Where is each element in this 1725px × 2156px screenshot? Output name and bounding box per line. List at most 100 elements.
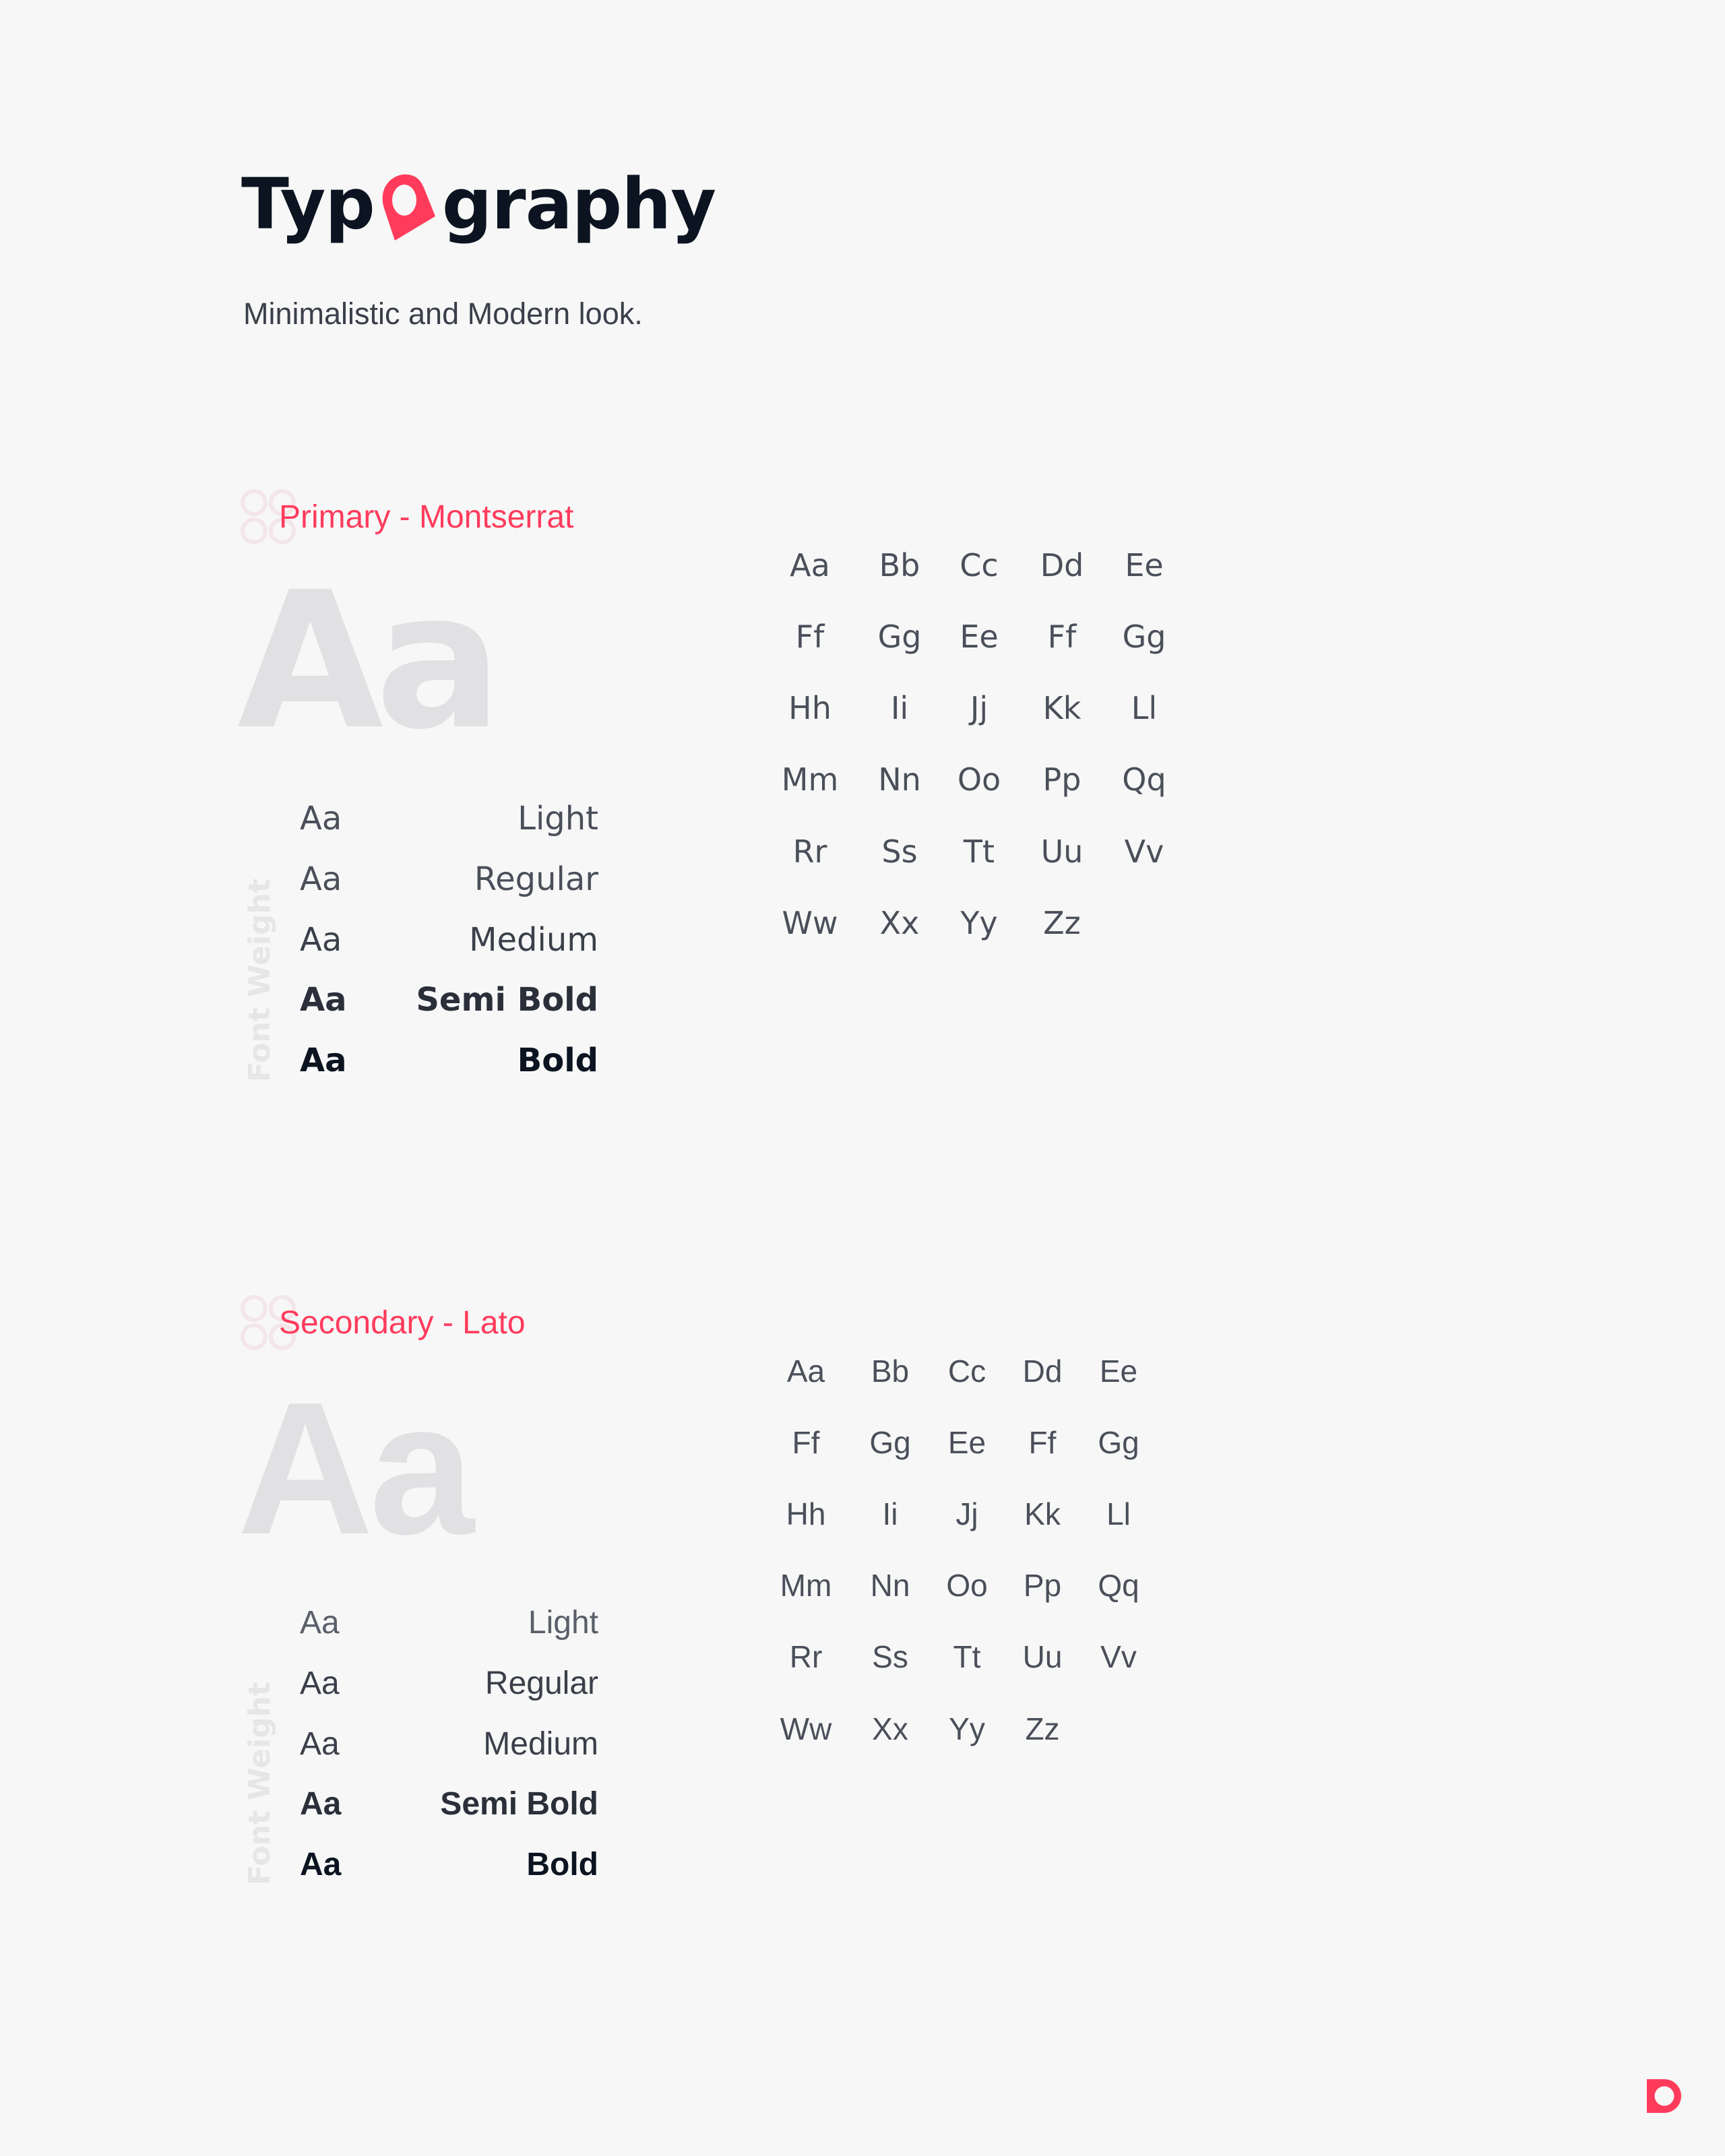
glyph-pair: Hh [788,690,832,726]
weight-name: Light [518,800,598,837]
weight-sample: Aa [300,1605,340,1641]
weight-name: Medium [483,1726,598,1762]
glyph-pair: Uu [1022,1639,1063,1674]
glyph-pair: Zz [1043,905,1081,941]
weight-name: Light [528,1605,598,1641]
glyph-pair: Kk [1042,690,1081,726]
font-weight-axis-label: Font Weight [243,879,277,1082]
glyph-pair: Aa [790,547,830,583]
glyph-pair: Jj [970,690,989,726]
glyph-pair: Xx [879,905,920,941]
glyph-pair: Ss [881,833,918,870]
glyph-pair: Cc [947,1354,986,1389]
glyph-pair: Ff [792,1425,820,1460]
weight-name: Medium [469,921,598,959]
glyph-pair: Nn [870,1568,910,1603]
decorative-circles-icon [241,1295,296,1350]
glyph-pair: Gg [869,1425,911,1460]
title-end: graphy [441,163,716,245]
glyph-pair: Ii [882,1496,898,1531]
weight-sample: Aa [300,1786,342,1822]
glyph-pair: Ll [1131,690,1158,726]
weight-sample: Aa [300,1726,340,1762]
weight-row: Aa Light [300,1603,598,1643]
glyph-pair: Gg [1122,619,1166,655]
weight-row: Aa Semi Bold [300,980,598,1020]
glyph-pair: Yy [960,905,998,941]
weight-sample: Aa [300,981,347,1019]
weight-row: Aa Regular [300,859,598,899]
glyph-pair: Mm [781,761,839,798]
glyph-pair: Bb [879,547,920,583]
weight-sample: Aa [300,921,342,959]
glyph-pair: Ss [872,1639,908,1674]
weight-sample: Aa [300,1666,340,1701]
weight-row: Aa Medium [300,1724,598,1765]
glyph-pair: Ww [782,905,838,941]
weight-row: Aa Light [300,798,598,839]
glyph-pair: Gg [1098,1425,1139,1460]
glyph-pair: Rr [792,833,827,870]
glyph-pair: Ee [947,1425,986,1460]
glyph-pair: Hh [786,1496,826,1531]
brand-d-logo-icon [1647,2079,1681,2113]
weight-sample: Aa [300,1042,347,1079]
glyph-pair: Cc [960,547,999,583]
weight-row: Aa Medium [300,920,598,960]
glyph-pair: Ff [795,619,825,655]
decorative-circles-icon [241,489,296,544]
map-pin-icon [382,174,435,241]
glyph-pair: Ee [1125,547,1164,583]
glyph-pair: Tt [963,833,995,870]
glyph-pair: Ff [1047,619,1077,655]
glyph-pair: Gg [877,619,922,655]
glyph-pair: Xx [872,1711,908,1746]
glyph-pair: Vv [1124,833,1164,870]
page-title: Typ graphy [241,154,716,255]
glyph-pair: Dd [1040,547,1084,583]
glyph-pair: Pp [1042,761,1081,798]
glyph-pair: Ww [780,1711,832,1746]
weight-row: Aa Bold [300,1845,598,1885]
weight-name: Bold [526,1847,598,1882]
weight-name: Semi Bold [440,1786,598,1822]
glyph-pair: Ff [1028,1425,1057,1460]
glyph-pair: Nn [878,761,921,798]
glyph-pair: Ee [1099,1354,1138,1389]
glyph-pair: Dd [1022,1354,1063,1389]
weight-name: Bold [517,1042,598,1079]
glyph-pair: Rr [789,1639,823,1674]
glyph-pair: Ll [1106,1496,1131,1531]
section-label: Primary - Montserrat [279,499,574,535]
glyph-pair: Ee [960,619,999,655]
glyph-pair: Ii [890,690,909,726]
glyph-pair: Kk [1024,1496,1061,1531]
glyph-pair: Qq [1098,1568,1139,1603]
weight-sample: Aa [300,800,342,837]
weight-name: Regular [484,1666,598,1701]
section-label: Secondary - Lato [279,1305,526,1341]
glyph-pair: Oo [946,1568,988,1603]
glyph-pair: Qq [1122,761,1166,798]
weight-name: Regular [474,860,598,898]
glyph-pair: Jj [955,1496,978,1531]
weight-row: Aa Regular [300,1663,598,1704]
large-sample: Aa [237,1364,474,1574]
glyph-pair: Aa [786,1354,825,1389]
weight-sample: Aa [300,860,342,898]
weight-sample: Aa [300,1847,342,1882]
glyph-pair: Mm [780,1568,832,1603]
weight-row: Aa Semi Bold [300,1784,598,1825]
glyph-pair: Oo [957,761,1001,798]
glyph-pair: Yy [949,1711,985,1746]
font-weight-axis-label: Font Weight [243,1682,277,1885]
glyph-pair: Tt [953,1639,981,1674]
page-subtitle: Minimalistic and Modern look. [243,296,643,331]
glyph-pair: Uu [1040,833,1084,870]
glyph-pair: Bb [871,1354,910,1389]
glyph-pair: Vv [1100,1639,1137,1674]
weight-row: Aa Bold [300,1040,598,1081]
title-start: Typ [241,163,375,245]
large-sample: Aa [237,552,503,771]
glyph-pair: Zz [1025,1711,1060,1746]
